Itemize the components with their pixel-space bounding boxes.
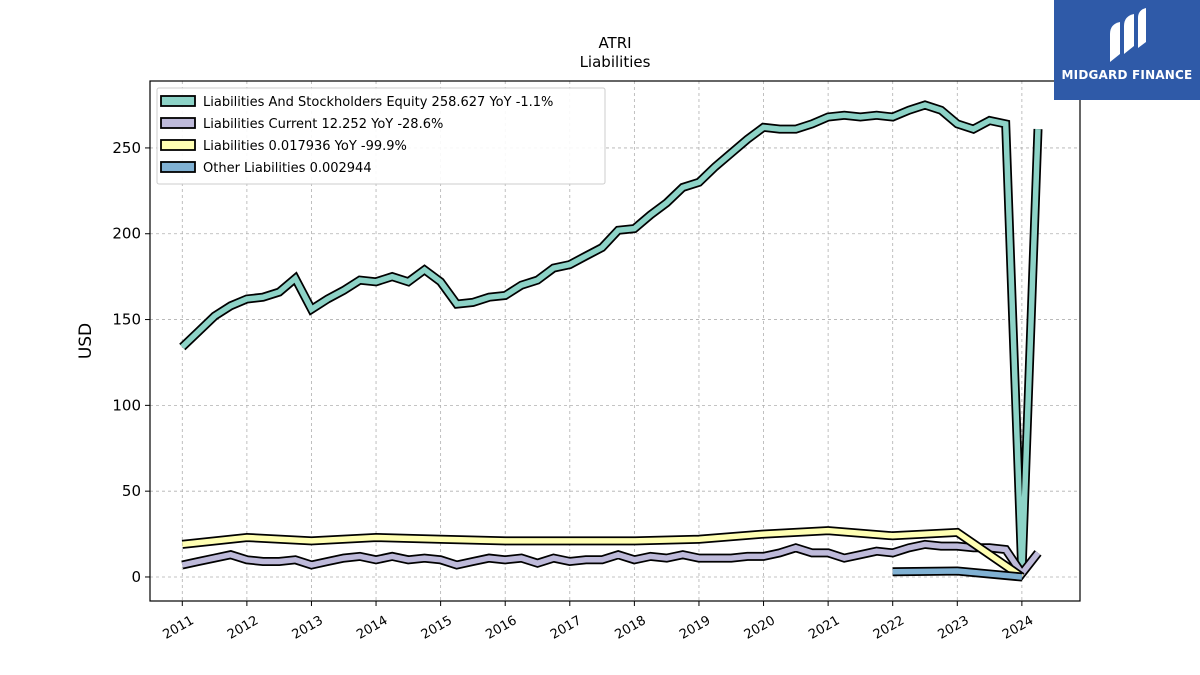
y-tick-label: 0	[131, 568, 141, 586]
x-tick-label: 2016	[483, 613, 519, 643]
legend-entry: Liabilities 0.017936 YoY -99.9%	[203, 139, 407, 154]
x-tick-label: 2023	[935, 613, 971, 643]
legend-entry: Other Liabilities 0.002944	[203, 161, 372, 176]
midgard-finance-logo: MIDGARD FINANCE	[1054, 0, 1200, 100]
y-axis-label: USD	[76, 323, 96, 359]
y-tick-label: 50	[122, 482, 141, 500]
x-tick-label: 2019	[677, 613, 713, 643]
legend-entry: Liabilities And Stockholders Equity 258.…	[203, 95, 553, 110]
x-axis-ticks: 2011 2012 2013 2014 2015 2016 2017 2018 2019 2020…	[160, 601, 1036, 643]
series-line-liabilities-current	[181, 541, 1041, 579]
x-tick-label: 2020	[742, 613, 778, 643]
legend: Liabilities And Stockholders Equity 258.…	[156, 87, 606, 185]
x-tick-label: 2024	[1000, 613, 1036, 643]
logo-text: MIDGARD FINANCE	[1061, 68, 1193, 82]
y-axis-ticks: 0 50 100 150 200 250	[112, 139, 150, 586]
legend-box	[156, 87, 606, 185]
x-tick-label: 2017	[548, 613, 584, 643]
midgard-logo-icon	[1110, 8, 1146, 62]
x-tick-label: 2012	[225, 613, 261, 643]
series-line-other-liabilities	[892, 568, 1023, 580]
x-tick-label: 2018	[613, 613, 649, 643]
y-tick-label: 200	[112, 225, 141, 243]
legend-swatch	[160, 117, 196, 129]
x-tick-label: 2011	[160, 613, 196, 643]
x-tick-label: 2014	[354, 613, 390, 643]
x-tick-label: 2013	[290, 613, 326, 643]
plot-frame	[149, 80, 1081, 602]
chart-subtitle: Liabilities	[580, 53, 651, 71]
y-tick-label: 250	[112, 139, 141, 157]
legend-entry: Liabilities Current 12.252 YoY -28.6%	[203, 117, 443, 132]
y-tick-label: 150	[112, 311, 141, 329]
series-lines	[179, 100, 1043, 582]
x-tick-label: 2015	[419, 613, 455, 643]
legend-swatch	[160, 139, 196, 151]
chart-title: ATRI	[598, 34, 631, 52]
x-tick-label: 2022	[871, 613, 907, 643]
y-tick-label: 100	[112, 396, 141, 414]
series-line-liabilities-and-stockholders-equity	[180, 102, 1041, 574]
x-tick-label: 2021	[806, 613, 842, 643]
legend-swatch	[160, 95, 196, 107]
legend-swatch	[160, 161, 196, 173]
series-line-liabilities	[182, 527, 1024, 580]
